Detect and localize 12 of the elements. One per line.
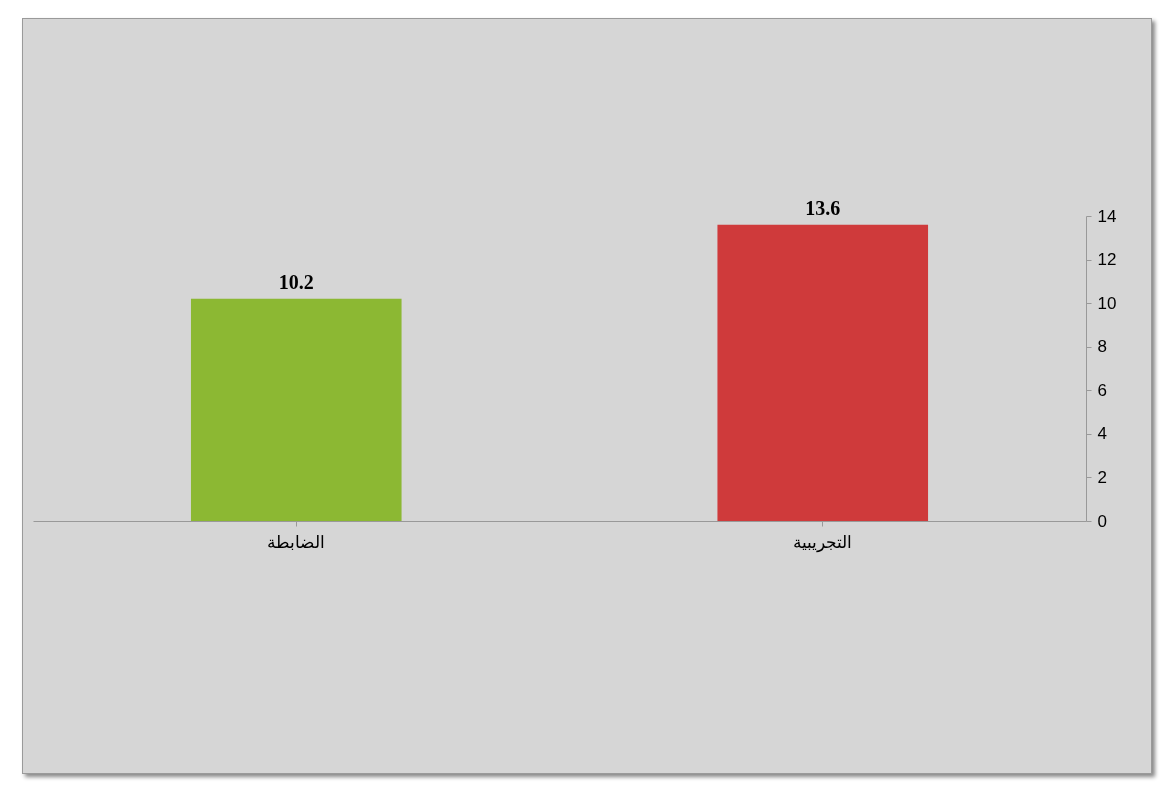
- y-tick-label: 14: [1097, 206, 1117, 226]
- y-tick-label: 2: [1097, 467, 1107, 487]
- x-tick-label: الضابطة: [267, 532, 326, 552]
- y-tick-label: 8: [1097, 337, 1107, 357]
- data-label: 10.2: [278, 270, 314, 293]
- x-tick-label: التجريبية: [793, 532, 853, 553]
- y-tick-label: 4: [1097, 424, 1107, 444]
- y-tick-label: 12: [1097, 250, 1117, 270]
- y-tick-label: 0: [1097, 511, 1107, 531]
- data-label: 13.6: [805, 196, 841, 219]
- y-tick-label: 6: [1097, 380, 1107, 400]
- y-tick-label: 10: [1097, 293, 1117, 313]
